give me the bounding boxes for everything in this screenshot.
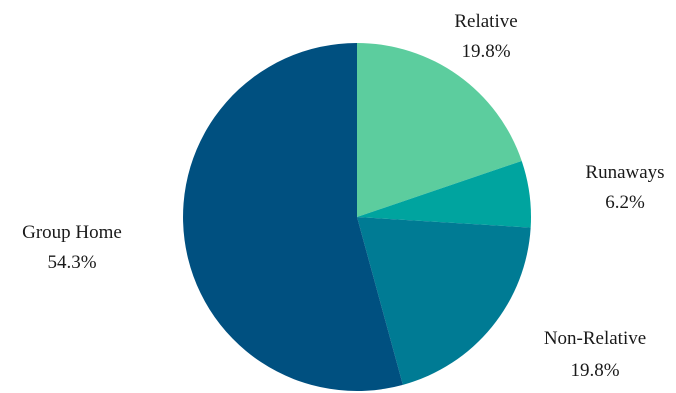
label-runaways: Runaways 6.2% — [585, 162, 664, 213]
pie-slices — [183, 43, 531, 391]
label-group-home-name: Group Home — [22, 222, 122, 243]
slice-runaways — [357, 160, 531, 228]
label-relative-name: Relative — [454, 11, 517, 32]
slice-relative — [357, 43, 522, 217]
label-group-home-value: 54.3% — [47, 252, 96, 273]
label-runaways-value: 6.2% — [605, 192, 645, 213]
slice-group-home — [183, 43, 403, 391]
label-relative-value: 19.8% — [461, 41, 510, 62]
label-non-relative-name: Non-Relative — [544, 328, 646, 349]
slice-non-relative — [357, 217, 531, 385]
label-runaways-name: Runaways — [585, 162, 664, 183]
label-non-relative: Non-Relative 19.8% — [544, 328, 646, 381]
label-non-relative-value: 19.8% — [570, 360, 619, 381]
label-relative: Relative 19.8% — [454, 11, 517, 62]
label-group-home: Group Home 54.3% — [22, 222, 122, 273]
